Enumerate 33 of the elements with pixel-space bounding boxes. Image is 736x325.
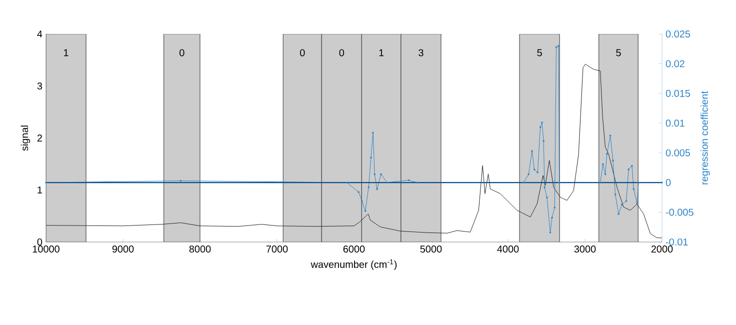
x-tick-label: 8000: [189, 246, 211, 253]
band-label: 0: [339, 49, 344, 56]
x-tick-label: 3000: [574, 246, 596, 253]
x-tick-label: 5000: [420, 246, 442, 253]
x-axis-title: wavenumber (cm$^{-1}$): [310, 259, 397, 270]
x-tick-label: 4000: [497, 246, 519, 253]
band-label: 1: [64, 49, 68, 56]
band-label: 5: [537, 49, 542, 56]
y2-tick-label: 0.005: [666, 149, 690, 156]
x-tick-label: 10000: [32, 246, 60, 253]
y2-tick-label: 0.01: [666, 120, 684, 127]
y-tick-label: 2: [37, 134, 42, 142]
y-tick-label: 4: [37, 30, 42, 38]
y2-tick-label: -0.005: [666, 208, 694, 216]
y2-tick-label: -0.01: [666, 238, 688, 246]
x-tick-label: 6000: [343, 246, 365, 253]
x-tick-label: 2000: [651, 246, 673, 253]
y-tick-label: 3: [37, 82, 42, 90]
y2-tick-label: 0.015: [666, 90, 690, 97]
x-tick-label: 9000: [112, 246, 134, 253]
y2-axis-title: regression coefficient: [700, 91, 710, 184]
x-tick-label: 7000: [266, 246, 288, 253]
band-label: 0: [300, 49, 305, 56]
band-label: 0: [180, 49, 184, 56]
band-label: 5: [616, 49, 621, 56]
y-axis-title: signal: [20, 126, 30, 151]
band-label: 3: [418, 49, 424, 56]
y2-tick-label: 0.02: [666, 60, 684, 68]
band-label: 1: [379, 49, 384, 56]
y-tick-label: 1: [38, 186, 42, 194]
y2-tick-label: 0: [666, 179, 671, 186]
y-tick-label: 0: [37, 238, 42, 246]
y2-tick-label: 0.025: [666, 30, 690, 38]
